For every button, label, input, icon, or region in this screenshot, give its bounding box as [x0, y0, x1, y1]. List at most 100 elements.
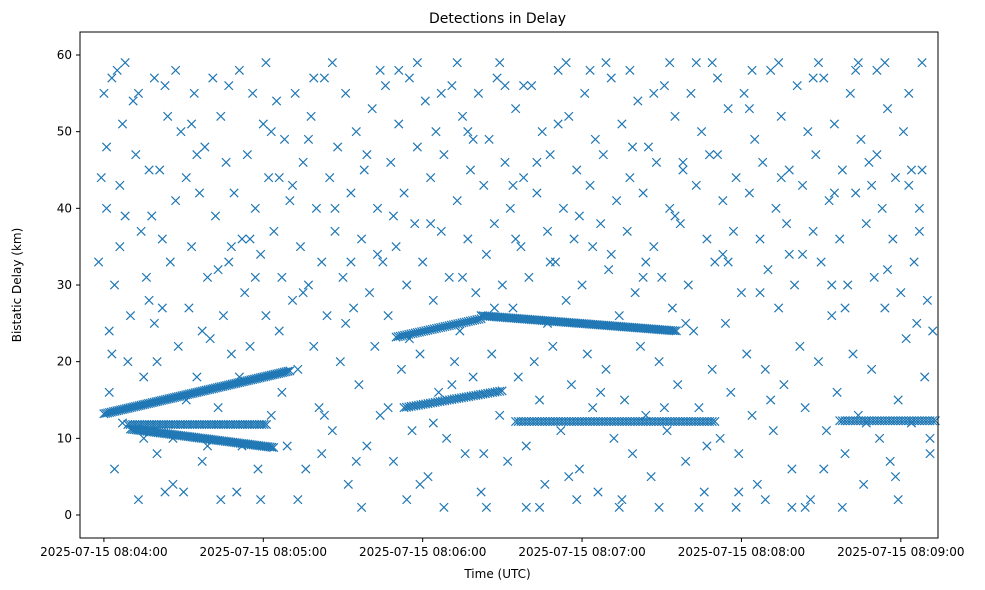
x-tick-label: 2025-07-15 08:07:00: [518, 545, 645, 559]
data-point: [617, 495, 627, 505]
data-point: [195, 386, 206, 397]
data-point: [603, 265, 614, 275]
data-point: [119, 404, 129, 414]
data-point: [423, 472, 433, 482]
data-point: [508, 303, 518, 313]
data-point: [545, 150, 555, 160]
y-tick-label: 50: [57, 125, 72, 139]
data-point: [218, 381, 228, 391]
data-point: [251, 373, 262, 384]
data-point: [147, 211, 157, 221]
data-point: [500, 81, 510, 91]
data-point: [128, 96, 138, 106]
data-point: [208, 383, 219, 394]
data-point: [199, 385, 209, 396]
data-point: [657, 272, 667, 282]
data-point: [171, 392, 182, 402]
data-point: [707, 58, 717, 68]
data-point: [158, 395, 169, 405]
data-point: [614, 311, 624, 321]
data-point: [177, 391, 187, 401]
data-point: [207, 384, 217, 394]
data-point: [115, 242, 125, 252]
data-point: [235, 377, 245, 388]
data-point: [319, 73, 330, 83]
data-point: [723, 257, 733, 267]
data-point: [670, 211, 680, 221]
data-point: [641, 257, 651, 267]
data-point: [673, 380, 683, 390]
data-point: [346, 188, 356, 198]
data-point: [914, 226, 925, 236]
data-point: [104, 407, 115, 418]
data-point: [659, 81, 670, 91]
data-point: [245, 234, 255, 244]
data-point: [317, 449, 327, 459]
data-point: [495, 58, 505, 68]
data-point: [275, 368, 286, 378]
data-point: [665, 58, 675, 68]
data-point: [309, 341, 319, 351]
data-point: [848, 349, 858, 359]
data-point: [210, 383, 221, 393]
data-point: [246, 375, 256, 385]
data-point: [787, 464, 797, 474]
data-point: [359, 165, 369, 175]
data-point: [906, 165, 917, 175]
data-point: [447, 81, 457, 91]
data-point: [558, 203, 569, 213]
data-point: [279, 367, 289, 377]
data-point: [362, 441, 372, 451]
data-point: [402, 280, 412, 290]
data-point: [694, 502, 704, 512]
data-point: [141, 272, 152, 282]
data-point: [153, 396, 163, 406]
data-point: [404, 73, 415, 83]
data-point: [341, 88, 351, 98]
data-point: [688, 326, 699, 336]
data-point: [518, 81, 529, 91]
data-point: [630, 288, 640, 298]
data-point: [109, 464, 120, 474]
data-point: [803, 127, 813, 137]
data-point: [237, 234, 247, 244]
data-point: [157, 303, 167, 313]
data-point: [188, 388, 198, 398]
data-point: [837, 165, 847, 175]
data-point: [516, 242, 526, 252]
data-point: [173, 341, 183, 351]
data-point: [285, 366, 295, 376]
data-point: [216, 111, 226, 121]
data-point: [704, 150, 715, 160]
data-point: [776, 173, 786, 183]
data-point: [866, 364, 877, 374]
data-point: [184, 389, 195, 399]
data-point: [457, 272, 468, 282]
data-point: [176, 127, 186, 137]
data-point: [142, 399, 152, 409]
data-point: [242, 376, 252, 386]
data-point: [290, 88, 300, 98]
data-point: [213, 403, 223, 413]
data-point: [140, 399, 150, 409]
data-point: [233, 378, 243, 388]
data-point: [766, 395, 776, 405]
data-point: [151, 397, 161, 407]
data-point: [327, 426, 337, 436]
data-point: [149, 318, 160, 328]
data-point: [436, 226, 446, 236]
data-point: [572, 495, 582, 505]
data-point: [279, 134, 290, 144]
data-point: [670, 111, 680, 121]
data-point: [622, 226, 632, 236]
data-point: [877, 203, 887, 213]
data-point: [256, 495, 266, 505]
data-point: [156, 395, 167, 406]
data-point: [147, 398, 157, 408]
data-point: [362, 150, 372, 160]
data-point: [736, 288, 747, 298]
data-point: [103, 408, 113, 418]
data-point: [394, 65, 404, 75]
data-point: [561, 58, 571, 68]
